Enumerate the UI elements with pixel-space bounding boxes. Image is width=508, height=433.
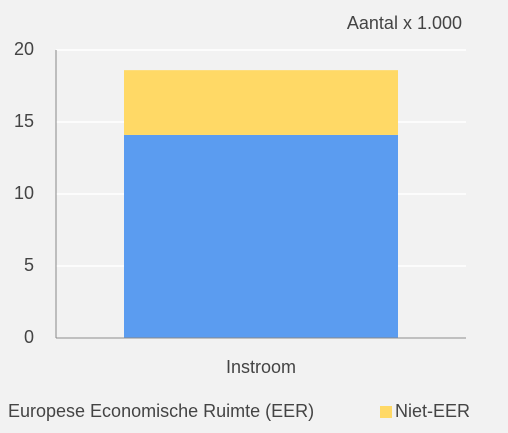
- bar-segment: [124, 134, 398, 338]
- y-tick-label: 10: [14, 183, 34, 203]
- y-tick-label: 15: [14, 111, 34, 131]
- annotation: Aantal x 1.000: [347, 13, 462, 33]
- y-tick-label: 20: [14, 39, 34, 59]
- bar-segment: [124, 70, 398, 135]
- y-tick-label: 0: [24, 327, 34, 347]
- x-tick-label: Instroom: [226, 357, 296, 377]
- y-tick-label: 5: [24, 255, 34, 275]
- legend-label: Europese Economische Ruimte (EER): [8, 401, 314, 421]
- legend-swatch: [380, 406, 392, 418]
- legend-label: Niet-EER: [395, 401, 470, 421]
